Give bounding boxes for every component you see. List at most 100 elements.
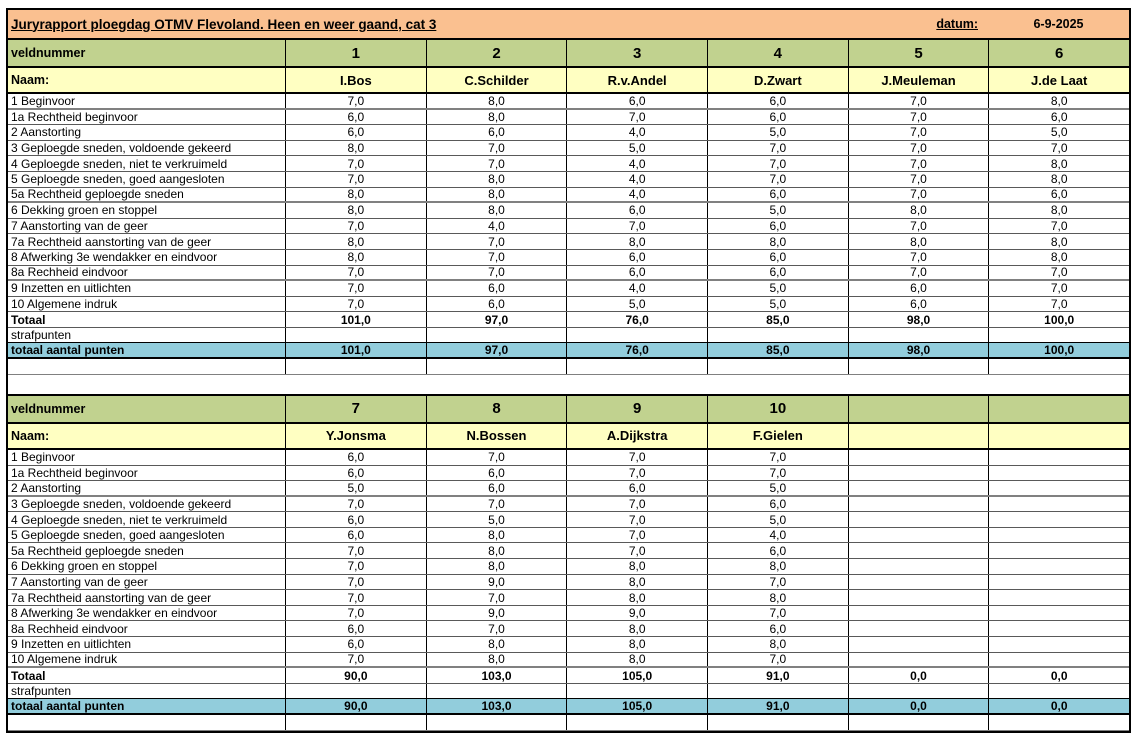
- criterion-row: 7 Aanstorting van de geer 7,0 9,0 8,0 7,0: [8, 574, 1129, 591]
- score-cell: 7,0: [988, 296, 1129, 312]
- veldnummer-row: veldnummer 1 2 3 4 5 6: [8, 40, 1129, 68]
- strafpunten-cell: [988, 683, 1129, 698]
- criterion-row: 10 Algemene indruk 7,0 8,0 8,0 7,0: [8, 652, 1129, 669]
- criterion-row: 5 Geploegde sneden, goed aangesloten 7,0 8…: [8, 171, 1129, 188]
- score-cell: 8,0: [285, 203, 426, 218]
- strafpunten-cell: [425, 683, 567, 698]
- field-number-cell: 3: [566, 40, 707, 66]
- totaal-row: Totaal 90,0 103,0 105,0 91,0 0,0 0,0: [8, 668, 1129, 684]
- criterion-label: 1 Beginvoor: [11, 93, 76, 108]
- score-cell: [988, 574, 1129, 590]
- score-cell: 7,0: [285, 652, 426, 667]
- naam-row: Naam: I.Bos C.Schilder R.v.Andel D.Zwart J.Me…: [8, 68, 1129, 94]
- score-cell: 7,0: [285, 156, 426, 171]
- naam-label: Naam:: [11, 428, 50, 443]
- jury-report-sheet: Juryrapport ploegdag OTMV Flevoland. Hee…: [6, 8, 1131, 733]
- score-cell: 7,0: [425, 449, 567, 465]
- total-cell: 91,0: [707, 668, 848, 683]
- strafpunten-cell: [707, 327, 848, 342]
- strafpunten-row: strafpunten: [8, 327, 1129, 343]
- score-cell: 7,0: [285, 543, 426, 559]
- score-cell: 7,0: [847, 125, 989, 140]
- criterion-label: 6 Dekking groen en stoppel: [11, 203, 158, 218]
- score-cell: 6,0: [285, 449, 426, 465]
- score-cell: 6,0: [566, 249, 707, 265]
- totaal-aantal-punten-row: totaal aantal punten 90,0 103,0 105,0 91,0 0,…: [8, 698, 1129, 715]
- spacer-cell: [847, 358, 989, 374]
- score-cell: 7,0: [425, 140, 567, 156]
- spacer-cell: [847, 714, 989, 730]
- final-total-cell: 98,0: [847, 342, 989, 357]
- competitor-name-cell: J.Meuleman: [847, 68, 989, 92]
- score-cell: 8,0: [425, 652, 567, 667]
- score-cell: 6,0: [425, 465, 567, 481]
- criterion-row: 5 Geploegde sneden, goed aangesloten 6,0 8…: [8, 527, 1129, 544]
- score-cell: 7,0: [707, 171, 848, 187]
- score-cell: [988, 637, 1129, 652]
- score-cell: [988, 512, 1129, 527]
- criterion-row: 4 Geploegde sneden, niet te verkruimeld 6…: [8, 512, 1129, 528]
- score-cell: 8,0: [425, 171, 567, 187]
- score-cell: 6,0: [566, 265, 707, 280]
- score-cell: 9,0: [566, 605, 707, 621]
- score-cell: 8,0: [707, 559, 848, 574]
- criterion-label: 1a Rechtheid beginvoor: [11, 465, 138, 480]
- score-cell: [847, 496, 989, 512]
- criterion-label: 1a Rechtheid beginvoor: [11, 109, 138, 124]
- criterion-row: 6 Dekking groen en stoppel 8,0 8,0 6,0 5,0 8,…: [8, 203, 1129, 219]
- total-cell: 0,0: [847, 668, 989, 683]
- score-cell: 9,0: [425, 574, 567, 590]
- total-cell: 90,0: [285, 668, 426, 683]
- field-number-cell: [847, 395, 989, 422]
- score-cell: 7,0: [847, 218, 989, 234]
- field-number-cell: 10: [707, 395, 848, 422]
- score-cell: 7,0: [566, 449, 707, 465]
- criterion-row: 8 Afwerking 3e wendakker en eindvoor 7,0 9…: [8, 605, 1129, 622]
- criterion-row: 2 Aanstorting 6,0 6,0 4,0 5,0 7,0 5,0: [8, 125, 1129, 141]
- score-cell: 7,0: [285, 590, 426, 605]
- criterion-label: 10 Algemene indruk: [11, 652, 118, 667]
- strafpunten-cell: [566, 683, 707, 698]
- score-cell: 6,0: [285, 465, 426, 481]
- strafpunten-cell: [847, 683, 989, 698]
- score-cell: 7,0: [566, 218, 707, 234]
- final-total-cell: 0,0: [847, 698, 989, 713]
- score-cell: 5,0: [988, 125, 1129, 140]
- score-cell: 7,0: [285, 574, 426, 590]
- score-cell: 5,0: [566, 140, 707, 156]
- score-cell: 8,0: [707, 590, 848, 605]
- score-cell: 7,0: [285, 265, 426, 280]
- criterion-label: 3 Geploegde sneden, voldoende gekeerd: [11, 141, 232, 156]
- score-cell: [988, 590, 1129, 605]
- score-cell: 6,0: [707, 249, 848, 265]
- score-cell: 7,0: [988, 281, 1129, 296]
- score-cell: [847, 574, 989, 590]
- criterion-label: 4 Geploegde sneden, niet te verkruimeld: [11, 156, 228, 171]
- score-cell: 6,0: [425, 296, 567, 312]
- score-cell: 7,0: [847, 140, 989, 156]
- score-cell: 8,0: [425, 559, 567, 574]
- title-row: Juryrapport ploegdag OTMV Flevoland. Hee…: [8, 10, 1129, 40]
- field-number-cell: 4: [707, 40, 848, 66]
- criterion-label: 8 Afwerking 3e wendakker en eindvoor: [11, 606, 218, 621]
- score-cell: 8,0: [425, 543, 567, 559]
- score-cell: 7,0: [707, 574, 848, 590]
- competitor-name-cell: Y.Jonsma: [285, 423, 426, 448]
- criterion-label: 8 Afwerking 3e wendakker en eindvoor: [11, 250, 218, 265]
- score-cell: 8,0: [707, 234, 848, 249]
- criterion-row: 5a Rechtheid geploegde sneden 8,0 8,0 4,0 6,…: [8, 187, 1129, 204]
- score-cell: 6,0: [707, 621, 848, 637]
- date-value: 6-9-2025: [1033, 17, 1084, 31]
- criterion-label: 5a Rechtheid geploegde sneden: [11, 543, 184, 558]
- score-cell: [847, 621, 989, 637]
- score-cell: 7,0: [285, 218, 426, 234]
- score-cell: 7,0: [425, 496, 567, 512]
- criterion-label: 3 Geploegde sneden, voldoende gekeerd: [11, 496, 232, 511]
- spacer-cell: [285, 714, 426, 730]
- criterion-label: 7a Rechtheid aanstorting van de geer: [11, 590, 212, 605]
- competitor-name-cell: N.Bossen: [425, 423, 567, 448]
- score-cell: 6,0: [988, 109, 1129, 125]
- score-cell: 8,0: [425, 94, 567, 108]
- final-total-cell: 91,0: [707, 698, 848, 713]
- criterion-label: 6 Dekking groen en stoppel: [11, 559, 158, 574]
